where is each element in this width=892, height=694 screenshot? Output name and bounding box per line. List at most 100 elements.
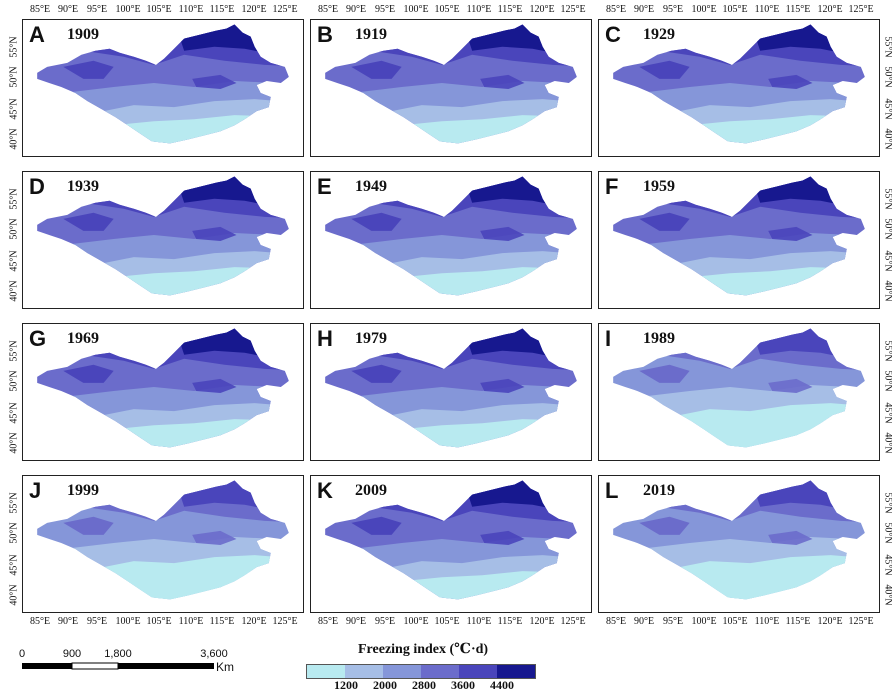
scale-label-3600: 3,600 [200, 648, 228, 660]
longitude-label: 100°E [691, 616, 717, 627]
latitude-label: 55°N [8, 340, 20, 362]
panel-letter: J [29, 478, 42, 503]
longitude-label: 115°E [785, 616, 811, 627]
mongolia-freezing-map [613, 176, 865, 296]
latitude-label: 45°N [882, 98, 892, 120]
longitude-labels-top-1: 85°E 90°E 95°E 100°E 105°E 110°E 115°E 120°E 125… [310, 4, 592, 16]
panel-year: 1949 [355, 178, 387, 195]
panel-letter: E [317, 174, 332, 199]
longitude-labels-top-0: 85°E 90°E 95°E 100°E 105°E 110°E 115°E 120°E 125… [22, 4, 304, 16]
panel-year: 1919 [355, 26, 387, 43]
longitude-label: 105°E [434, 616, 460, 627]
panel-letter: G [29, 326, 47, 351]
latitude-label: 55°N [882, 492, 892, 514]
legend-tick-2000: 2000 [373, 678, 397, 692]
legend-tick-3600: 3600 [451, 678, 475, 692]
legend-color-bar [306, 664, 536, 679]
latitude-label: 55°N [882, 188, 892, 210]
mongolia-freezing-map [613, 328, 865, 448]
longitude-label: 95°E [374, 4, 396, 15]
legend: Freezing index (℃·d) 1200 2000 2800 3600… [306, 642, 546, 692]
longitude-label: 110°E [178, 4, 204, 15]
mongolia-freezing-map [37, 24, 289, 144]
mongolia-freezing-map [613, 24, 865, 144]
panel-year: 1979 [355, 330, 387, 347]
longitude-label: 95°E [662, 616, 684, 627]
longitude-label: 90°E [57, 616, 79, 627]
panel-letter: A [29, 22, 45, 47]
longitude-label: 115°E [209, 616, 235, 627]
mongolia-freezing-map [613, 480, 865, 600]
longitude-label: 105°E [146, 616, 172, 627]
panel-letter: I [605, 326, 612, 351]
longitude-label: 90°E [633, 4, 655, 15]
latitude-label: 45°N [882, 402, 892, 424]
latitude-label: 55°N [8, 492, 20, 514]
latitude-label: 50°N [882, 218, 892, 240]
longitude-label: 90°E [633, 616, 655, 627]
longitude-label: 100°E [115, 4, 141, 15]
scale-unit: Km [216, 660, 234, 674]
longitude-label: 105°E [722, 616, 748, 627]
latitude-labels-right-2: 55°N 50°N 45°N 40°N [882, 323, 892, 461]
longitude-label: 120°E [241, 4, 267, 15]
map-panel-1939: D 1939 [22, 171, 304, 309]
longitude-label: 110°E [178, 616, 204, 627]
legend-title: Freezing index (℃·d) [358, 642, 489, 657]
longitude-label: 115°E [785, 4, 811, 15]
panel-letter: C [605, 22, 621, 47]
longitude-labels-bottom-2: 85°E 90°E 95°E 100°E 105°E 110°E 115°E 120°E 125… [598, 616, 880, 628]
scale-label-900: 900 [62, 648, 82, 660]
map-panel-1919: B 1919 [310, 19, 592, 157]
latitude-label: 55°N [8, 188, 20, 210]
longitude-label: 125°E [848, 4, 874, 15]
longitude-label: 110°E [466, 616, 492, 627]
latitude-label: 45°N [8, 250, 20, 272]
latitude-label: 50°N [882, 522, 892, 544]
panel-year: 1999 [67, 482, 99, 499]
panel-year: 1969 [67, 330, 99, 347]
longitude-label: 105°E [434, 4, 460, 15]
latitude-label: 40°N [8, 128, 20, 150]
longitude-label: 125°E [560, 616, 586, 627]
scale-bar-graphic [22, 662, 214, 670]
panel-letter: H [317, 326, 333, 351]
map-panel-1909: A 1909 [22, 19, 304, 157]
scale-bar: 0 900 1,800 3,600 Km [19, 648, 266, 688]
mongolia-freezing-map [325, 480, 577, 600]
longitude-label: 105°E [146, 4, 172, 15]
latitude-label: 50°N [882, 66, 892, 88]
latitude-label: 55°N [8, 36, 20, 58]
longitude-label: 125°E [272, 4, 298, 15]
latitude-label: 45°N [8, 554, 20, 576]
latitude-label: 50°N [8, 66, 20, 88]
panel-letter: D [29, 174, 45, 199]
longitude-label: 110°E [754, 4, 780, 15]
legend-tick-2800: 2800 [412, 678, 436, 692]
longitude-label: 100°E [403, 616, 429, 627]
longitude-label: 85°E [29, 616, 51, 627]
latitude-label: 50°N [882, 370, 892, 392]
longitude-label: 85°E [317, 4, 339, 15]
longitude-label: 85°E [29, 4, 51, 15]
scale-label-1800: 1,800 [104, 648, 132, 660]
longitude-label: 85°E [605, 616, 627, 627]
latitude-labels-left-2: 55°N 50°N 45°N 40°N [8, 323, 20, 461]
panel-year: 2019 [643, 482, 675, 499]
longitude-label: 100°E [691, 4, 717, 15]
legend-swatch-4 [459, 665, 497, 678]
longitude-label: 90°E [345, 616, 367, 627]
latitude-labels-left-3: 55°N 50°N 45°N 40°N [8, 475, 20, 613]
map-panel-1949: E 1949 [310, 171, 592, 309]
longitude-label: 120°E [529, 616, 555, 627]
longitude-labels-top-2: 85°E 90°E 95°E 100°E 105°E 110°E 115°E 120°E 125… [598, 4, 880, 16]
longitude-label: 95°E [662, 4, 684, 15]
panel-year: 1939 [67, 178, 99, 195]
map-panel-1979: H 1979 [310, 323, 592, 461]
mongolia-freezing-map [37, 328, 289, 448]
legend-swatch-5 [497, 665, 535, 678]
panel-year: 2009 [355, 482, 387, 499]
longitude-label: 85°E [317, 616, 339, 627]
map-panel-1929: C 1929 [598, 19, 880, 157]
legend-tick-1200: 1200 [334, 678, 358, 692]
